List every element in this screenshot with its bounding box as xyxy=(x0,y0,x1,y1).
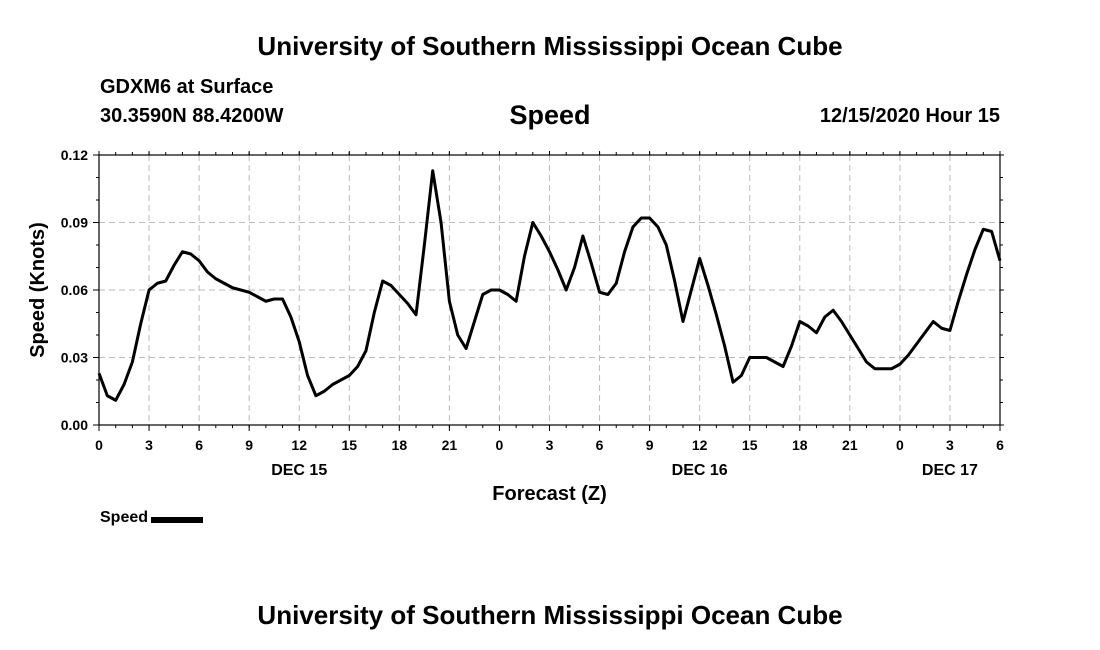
x-tick-label: 12 xyxy=(291,437,307,453)
series-line-speed xyxy=(97,169,1002,402)
x-tick-label: 15 xyxy=(742,437,758,453)
x-tick-label: 18 xyxy=(792,437,808,453)
x-tick-label: 6 xyxy=(596,437,604,453)
x-tick-label: 3 xyxy=(145,437,153,453)
legend-line-swatch xyxy=(151,516,204,523)
chart-title: Speed xyxy=(509,100,591,130)
x-axis-label: Forecast (Z) xyxy=(492,483,606,505)
day-label: DEC 17 xyxy=(922,462,978,479)
x-tick-label: 0 xyxy=(496,437,504,453)
y-axis-ticks: 0.00 0.03 0.06 0.09 0.12 xyxy=(61,147,1004,433)
x-tick-label: 15 xyxy=(341,437,357,453)
day-label: DEC 16 xyxy=(672,462,728,479)
chart-series xyxy=(97,169,1002,402)
station-coordinates: 30.3590N 88.4200W xyxy=(100,105,284,127)
y-tick-label: 0.03 xyxy=(61,350,88,366)
x-tick-label: 21 xyxy=(842,437,858,453)
x-tick-label: 0 xyxy=(95,437,103,453)
x-tick-label: 9 xyxy=(245,437,253,453)
x-tick-label: 18 xyxy=(392,437,408,453)
station-name: GDXM6 at Surface xyxy=(100,76,274,98)
plot-frame xyxy=(98,154,1001,426)
y-tick-label: 0.00 xyxy=(61,417,88,433)
chart-grid xyxy=(99,155,1000,425)
legend-label: Speed xyxy=(100,509,149,526)
y-tick-label: 0.06 xyxy=(61,282,88,298)
chart-legend: Speed xyxy=(100,509,204,527)
x-tick-label: 6 xyxy=(996,437,1004,453)
chart-header-title: University of Southern Mississippi Ocean… xyxy=(257,31,843,61)
x-axis-ticks: 0 3 6 9 12 15 18 21 0 3 6 9 12 15 18 21 0 3 6 DEC 15 DEC 16 D… xyxy=(95,151,1004,479)
y-tick-label: 0.12 xyxy=(61,147,88,163)
y-tick-label: 0.09 xyxy=(61,215,88,231)
forecast-datetime: 12/15/2020 Hour 15 xyxy=(819,105,1000,127)
y-axis-label: Speed (Knots) xyxy=(27,222,49,358)
x-tick-label: 9 xyxy=(646,437,654,453)
chart-footer-title: University of Southern Mississippi Ocean… xyxy=(257,600,843,630)
x-tick-label: 6 xyxy=(195,437,203,453)
x-tick-label: 21 xyxy=(442,437,458,453)
x-tick-label: 3 xyxy=(546,437,554,453)
day-label: DEC 15 xyxy=(271,462,327,479)
x-tick-label: 12 xyxy=(692,437,708,453)
x-tick-label: 0 xyxy=(896,437,904,453)
x-tick-label: 3 xyxy=(946,437,954,453)
